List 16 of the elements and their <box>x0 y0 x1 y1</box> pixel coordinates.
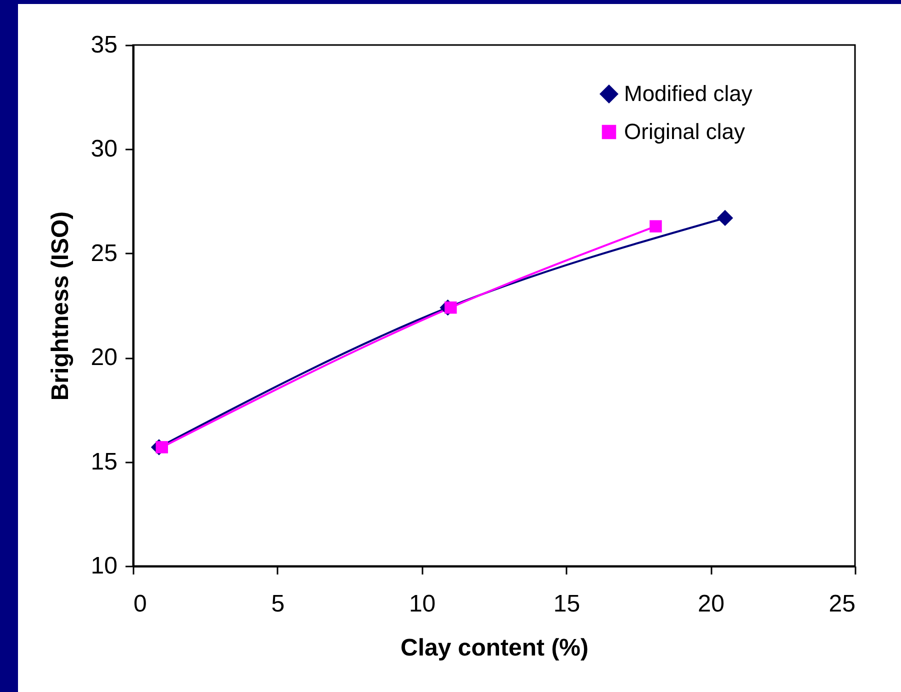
y-axis-title: Brightness (ISO) <box>46 211 74 401</box>
y-tick-label: 30 <box>90 136 118 163</box>
x-axis-title: Clay content (%) <box>400 634 589 662</box>
x-tick-label: 15 <box>553 590 580 618</box>
legend-label: Modified clay <box>624 81 752 106</box>
y-tick-label: 35 <box>90 32 118 58</box>
x-tick-label: 25 <box>828 590 856 618</box>
y-tick-label: 10 <box>90 552 118 580</box>
y-tick-label: 25 <box>90 240 118 267</box>
y-tick-label: 20 <box>90 344 118 372</box>
x-tick-label: 0 <box>134 590 147 618</box>
x-tick-label: 10 <box>408 590 436 618</box>
legend-label: Original clay <box>624 119 746 144</box>
x-tick-label: 20 <box>698 590 724 618</box>
x-tick-label: 5 <box>271 590 285 618</box>
y-tick-label: 15 <box>90 448 118 476</box>
